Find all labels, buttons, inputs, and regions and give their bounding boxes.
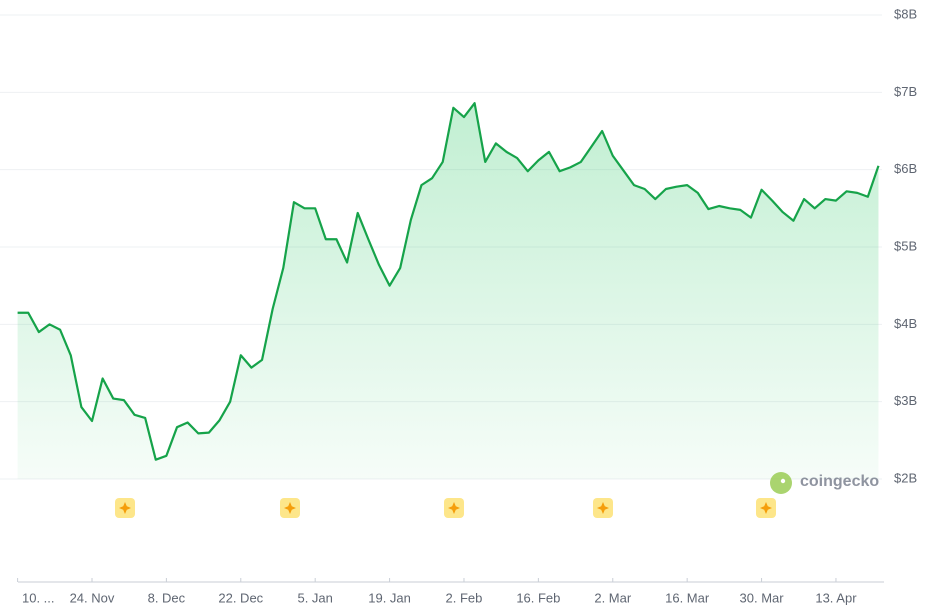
event-marker[interactable]: [280, 498, 300, 518]
x-tick-label: 5. Jan: [297, 590, 332, 605]
watermark: coingecko: [800, 473, 879, 490]
label-layer: $2B $3B $4B $5B $6B $7B $8B 10. ... 24. Nov 8. De…: [22, 6, 917, 605]
logo-circle: [770, 472, 792, 494]
event-marker-star: [760, 502, 772, 514]
y-tick-label: $8B: [894, 6, 917, 21]
y-tick-label: $2B: [894, 470, 917, 485]
x-tick-label: 8. Dec: [148, 590, 186, 605]
x-tick-label: 24. Nov: [70, 590, 115, 605]
x-tick-label: 19. Jan: [368, 590, 411, 605]
y-tick-label: $3B: [894, 393, 917, 408]
x-tick-label: 16. Feb: [516, 590, 560, 605]
x-tick-label: 10. ...: [22, 590, 55, 605]
logo-eye: [780, 478, 786, 484]
event-marker-star: [597, 502, 609, 514]
y-tick-label: $5B: [894, 238, 917, 253]
x-tick-label: 30. Mar: [740, 590, 785, 605]
event-marker-star: [119, 502, 131, 514]
y-tick-label: $6B: [894, 161, 917, 176]
event-marker-star: [448, 502, 460, 514]
y-tick-label: $7B: [894, 84, 917, 99]
event-marker-star: [284, 502, 296, 514]
x-tick-label: 2. Feb: [446, 590, 483, 605]
event-marker[interactable]: [593, 498, 613, 518]
price-line: [17, 102, 880, 461]
x-tick-label: 13. Apr: [815, 590, 857, 605]
plot-layer: [17, 102, 880, 479]
watermark-logo: [770, 472, 792, 494]
event-marker[interactable]: [444, 498, 464, 518]
x-tick-label: 22. Dec: [218, 590, 263, 605]
x-tick-label: 2. Mar: [594, 590, 632, 605]
decorations: coingecko: [18, 472, 884, 583]
x-tick-label: 16. Mar: [665, 590, 710, 605]
y-tick-label: $4B: [894, 316, 917, 331]
event-marker[interactable]: [115, 498, 135, 518]
event-marker[interactable]: [756, 498, 776, 518]
area-fill: [17, 103, 879, 479]
